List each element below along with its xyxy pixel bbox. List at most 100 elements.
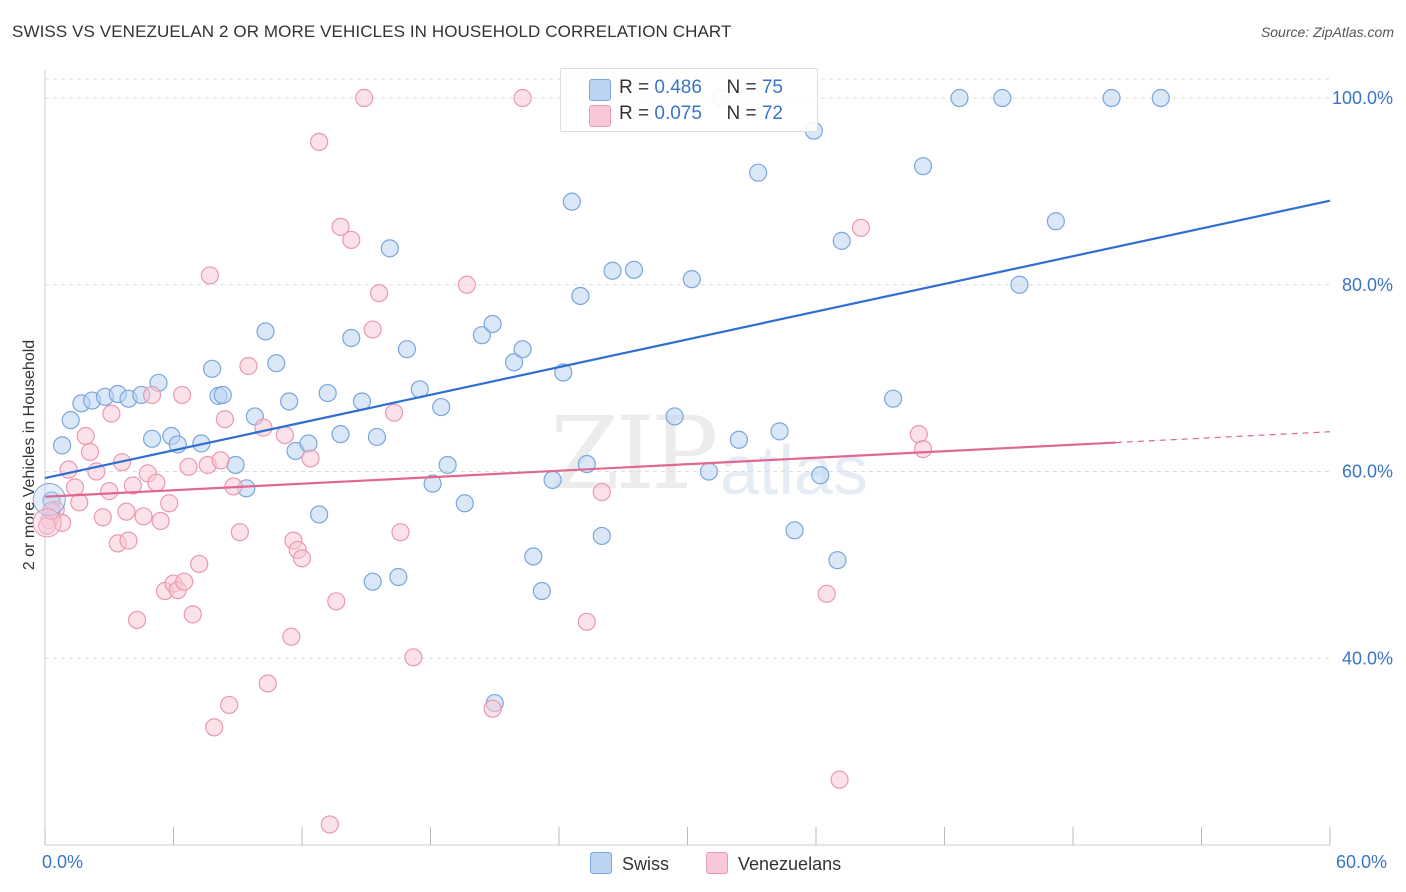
swiss-point	[142, 429, 162, 448]
swiss-point	[1102, 88, 1121, 108]
venezuelan-point	[239, 356, 258, 376]
venezuelan-trend-line	[44, 441, 1116, 498]
swiss-point	[455, 494, 474, 513]
swiss-point	[785, 521, 804, 540]
venezuelan-point	[355, 88, 374, 108]
legend-r-label: R =	[619, 103, 655, 124]
swiss-point	[256, 322, 275, 341]
swiss-point	[331, 425, 350, 444]
swiss-point	[380, 239, 399, 258]
swiss-point	[883, 389, 903, 408]
swiss-point	[53, 436, 72, 455]
swiss-point	[571, 286, 590, 306]
venezuelan-point	[65, 478, 85, 497]
swiss-point	[504, 353, 524, 372]
legend-n-value: 72	[761, 103, 783, 124]
series-legend-venezuelans: Venezuelans	[706, 852, 841, 875]
venezuelan-point	[102, 404, 121, 423]
swiss-point	[554, 363, 573, 382]
series-label-swiss: Swiss	[622, 854, 670, 874]
legend-n-value: 75	[761, 77, 783, 98]
venezuelan-point	[301, 449, 320, 468]
correlation-legend: R = 0.486 N = 75 R = 0.075 N = 72	[560, 68, 818, 132]
swiss-point	[1010, 275, 1029, 294]
venezuelan-point	[119, 531, 138, 550]
y-tick-label: 60.0%	[1342, 462, 1393, 482]
swiss-point	[483, 314, 502, 334]
venezuelan-point	[320, 815, 339, 834]
venezuelan-point	[384, 403, 404, 422]
venezuelan-point-large	[32, 508, 62, 538]
swiss-point	[318, 383, 337, 403]
swiss-point	[592, 526, 611, 546]
venezuelan-point	[211, 451, 230, 470]
swiss-point	[543, 470, 562, 490]
venezuelan-point	[205, 718, 224, 737]
legend-n-label: N =	[726, 77, 762, 98]
swiss-point	[1151, 88, 1170, 108]
series-label-venezuelans: Venezuelans	[738, 854, 842, 874]
legend-r-value: 0.486	[654, 77, 702, 98]
venezuelan-point	[258, 674, 277, 693]
venezuelan-point	[190, 554, 209, 574]
swiss-point	[310, 505, 329, 524]
venezuelan-point	[282, 627, 301, 646]
swiss-point	[363, 572, 382, 591]
venezuelan-point	[123, 476, 142, 495]
swiss-point	[61, 411, 80, 430]
venezuelan-point	[93, 508, 112, 527]
venezuelan-point	[577, 612, 596, 631]
swiss-point	[682, 270, 701, 289]
swiss-point	[280, 392, 299, 411]
venezuelan-point	[151, 511, 170, 531]
swiss-point	[367, 427, 387, 447]
venezuelan-point	[179, 457, 198, 476]
swiss-point	[438, 455, 457, 475]
legend-swatch-venezuelans	[589, 105, 611, 127]
venezuelan-point	[363, 320, 382, 339]
venezuelan-point	[200, 266, 220, 285]
legend-swatch-swiss	[589, 79, 611, 101]
venezuelan-point	[513, 88, 532, 108]
swiss-point	[828, 551, 847, 570]
x-tick-label-min: 0.0%	[42, 852, 84, 872]
venezuelan-point	[254, 418, 273, 437]
swiss-point	[832, 231, 851, 250]
swiss-point	[472, 326, 491, 345]
legend-r-label: R =	[619, 77, 655, 98]
x-tick-label-max: 60.0%	[1336, 852, 1388, 872]
venezuelan-point	[183, 605, 202, 624]
y-tick-label: 40.0%	[1342, 648, 1393, 668]
watermark-zip: ZIP	[550, 395, 718, 512]
swiss-point	[770, 422, 789, 441]
swiss-point	[299, 434, 318, 453]
swiss-point	[624, 260, 644, 279]
venezuelan-point	[76, 426, 95, 446]
chart-title: SWISS VS VENEZUELAN 2 OR MORE VEHICLES I…	[12, 22, 732, 41]
swiss-point	[699, 462, 719, 481]
legend-r-value: 0.075	[654, 103, 702, 124]
swiss-point	[513, 340, 532, 359]
swiss-point	[729, 430, 749, 449]
venezuelan-point	[592, 482, 611, 502]
venezuelan-point	[331, 217, 350, 236]
swiss-point	[811, 466, 830, 485]
swiss-point	[524, 547, 543, 566]
venezuelan-point	[483, 699, 502, 718]
venezuelan-point	[830, 770, 849, 789]
venezuelan-point	[310, 132, 329, 151]
venezuelan-point	[909, 425, 928, 444]
venezuelan-point	[327, 592, 346, 611]
venezuelan-point	[134, 507, 153, 526]
swiss-trend-line	[44, 199, 1331, 480]
venezuelan-point	[147, 473, 166, 492]
y-tick-label: 100.0%	[1332, 88, 1393, 108]
source-label: Source: ZipAtlas.com	[1260, 24, 1394, 40]
swiss-point	[202, 359, 222, 378]
venezuelan-point	[59, 460, 78, 479]
venezuelan-point	[215, 410, 234, 429]
swiss-point	[342, 328, 361, 348]
series-legend-swiss: Swiss	[590, 852, 669, 875]
swiss-point	[423, 474, 442, 493]
venezuelan-point	[817, 584, 836, 603]
